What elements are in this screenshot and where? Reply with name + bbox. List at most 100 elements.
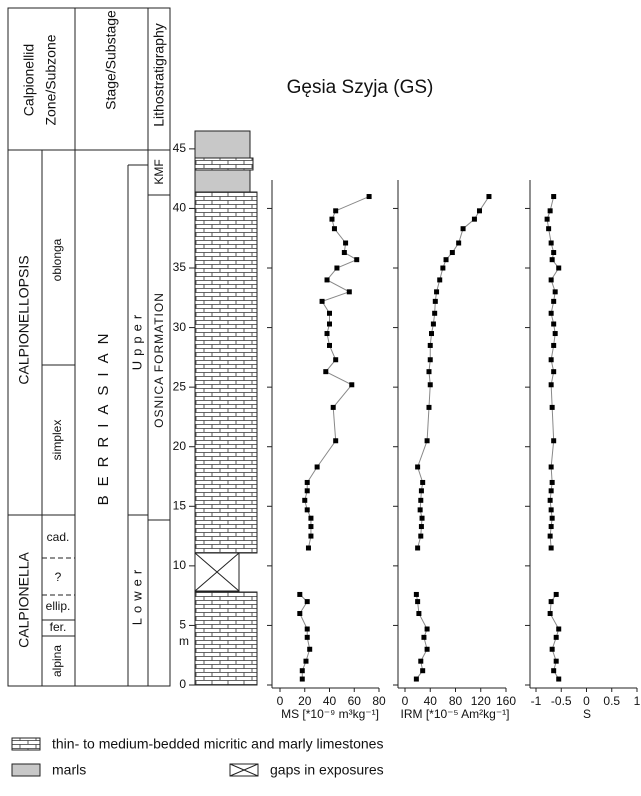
x-axis-label: IRM [*10⁻⁵ Am²kg⁻¹] [401, 707, 510, 721]
data-point [434, 289, 440, 295]
lithology-column [194, 130, 258, 686]
subzone: alpina [50, 645, 64, 677]
data-point [548, 599, 554, 605]
data-point [548, 277, 554, 283]
data-point [327, 342, 332, 348]
y-tick-label: 25 [173, 379, 187, 393]
data-point [427, 342, 433, 348]
x-tick-label: 160 [496, 694, 516, 708]
data-point [424, 626, 430, 632]
data-point [333, 357, 339, 363]
y-tick-label: 20 [173, 439, 187, 453]
data-point [432, 310, 438, 316]
formation: OSNICA FORMATION [152, 292, 166, 428]
data-point [416, 611, 422, 617]
subzone: cad. [47, 530, 70, 544]
subzone: ellip. [46, 599, 71, 613]
data-point [308, 515, 314, 521]
x-tick-label: 80 [372, 694, 386, 708]
data-point [333, 438, 339, 444]
data-point [308, 524, 314, 530]
data-point [418, 658, 424, 664]
data-point [413, 676, 419, 682]
data-point [546, 226, 552, 232]
data-point [547, 208, 553, 214]
x-tick-label: 40 [424, 694, 438, 708]
data-point [548, 310, 554, 316]
data-point [548, 488, 554, 494]
data-point [549, 646, 555, 652]
x-tick-label: 0.5 [603, 694, 620, 708]
data-point [346, 289, 352, 295]
zone: CALPIONELLOPSIS [16, 255, 32, 384]
data-point [303, 658, 309, 664]
data-point [549, 515, 555, 521]
x-tick-label: 120 [471, 694, 491, 708]
x-tick-label: 20 [298, 694, 312, 708]
data-point [420, 668, 426, 674]
data-point [299, 668, 305, 674]
data-point [426, 404, 432, 410]
data-point [307, 646, 313, 652]
y-tick-label: 5 [179, 618, 186, 632]
data-point [548, 464, 554, 470]
data-line [304, 196, 370, 549]
data-point [417, 507, 423, 513]
strat-table [7, 7, 171, 687]
data-point [556, 265, 562, 271]
data-point [327, 321, 332, 327]
data-point [415, 464, 421, 470]
data-point [304, 479, 310, 485]
y-tick-label: 0 [179, 677, 186, 691]
data-point [551, 321, 557, 327]
data-point [413, 591, 419, 597]
data-point [343, 240, 349, 246]
data-point [297, 591, 303, 597]
data-point [415, 599, 421, 605]
x-tick-label: 60 [348, 694, 362, 708]
data-point [547, 611, 553, 617]
legend: thin- to medium-bedded micritic and marl… [11, 736, 384, 778]
y-tick-label: 35 [173, 260, 187, 274]
data-point [327, 310, 332, 316]
substage: Lower [129, 565, 144, 625]
data-point [471, 216, 477, 222]
subzone: simplex [50, 420, 64, 461]
data-point [552, 331, 558, 337]
y-tick-label: 45 [173, 141, 187, 155]
data-point [331, 226, 337, 232]
data-point [548, 357, 554, 363]
data-point [427, 382, 433, 388]
x-tick-label: -0.5 [551, 694, 572, 708]
data-point [430, 321, 436, 327]
data-point [551, 298, 557, 304]
data-point [548, 545, 554, 551]
legend-label: thin- to medium-bedded micritic and marl… [52, 736, 383, 752]
substage: Upper [129, 310, 144, 370]
data-point [330, 404, 336, 410]
y-tick-label: 10 [173, 558, 187, 572]
subzone: fer. [50, 620, 67, 634]
data-point [553, 591, 559, 597]
data-point [324, 331, 330, 337]
data-point [549, 479, 555, 485]
data-point [443, 257, 449, 263]
data-point [420, 479, 426, 485]
data-point [304, 599, 310, 605]
data-point [556, 626, 562, 632]
data-point [354, 257, 360, 263]
subzone: oblonga [50, 238, 64, 281]
x-tick-label: 40 [323, 694, 337, 708]
data-point [305, 545, 311, 551]
legend-label: gaps in exposures [270, 762, 384, 778]
data-point [323, 369, 329, 375]
data-point [549, 404, 555, 410]
data-point [341, 250, 347, 256]
data-point [415, 545, 421, 551]
data-point [429, 331, 435, 337]
data-point [551, 194, 557, 200]
data-point [297, 611, 303, 617]
data-point [548, 240, 554, 246]
formation: KMF [152, 159, 166, 184]
